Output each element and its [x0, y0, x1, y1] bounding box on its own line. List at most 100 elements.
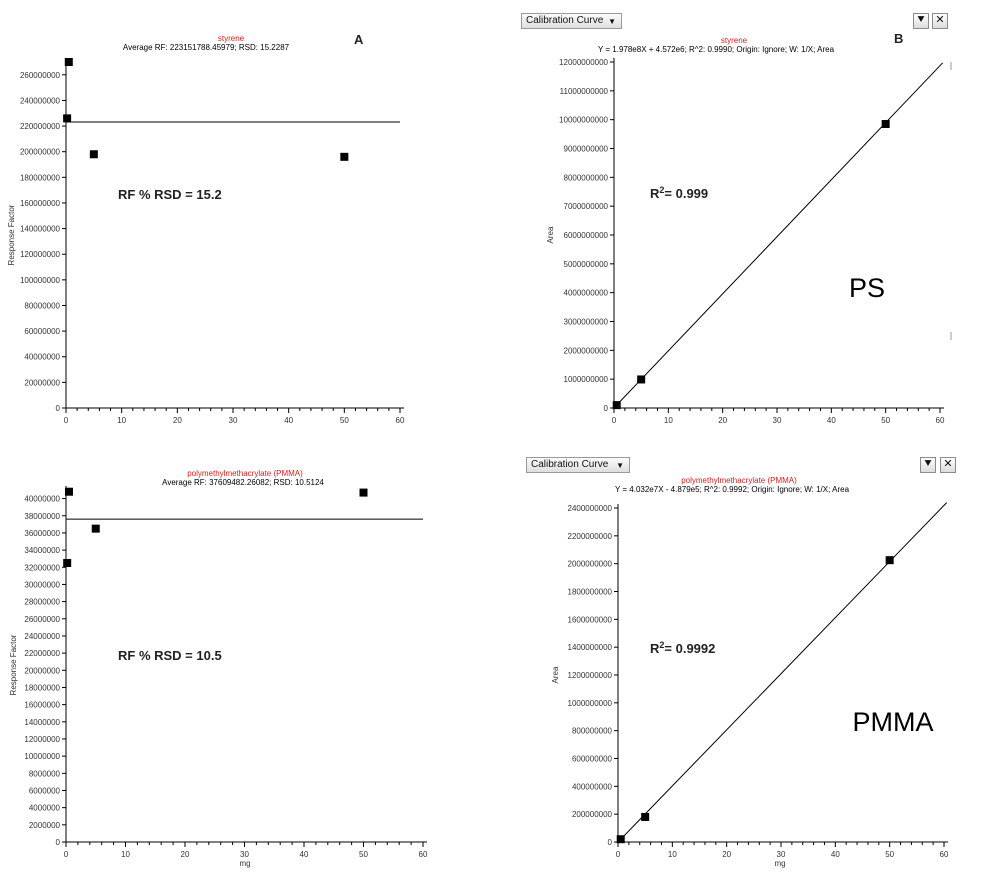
close-icon: ✕ — [935, 14, 945, 26]
y-tick-label: 36000000 — [24, 529, 60, 538]
y-tick-label: 1000000000 — [564, 375, 609, 384]
y-tick-label: 4000000 — [29, 804, 61, 813]
calibration-curve-dropdown-bottom[interactable]: Calibration Curve ▼ — [526, 457, 630, 473]
close-button-bottom[interactable]: ✕ — [940, 457, 956, 473]
y-tick-label: 12000000000 — [559, 58, 608, 67]
y-tick-label: 22000000 — [24, 649, 60, 658]
r-squared-base: R — [650, 186, 660, 201]
x-tick-label: 60 — [940, 850, 949, 859]
chevron-down-icon: ▼ — [608, 17, 616, 26]
x-tick-label: 20 — [718, 416, 727, 425]
dropdown-label: Calibration Curve — [531, 459, 609, 470]
y-tick-label: 140000000 — [20, 225, 61, 234]
y-tick-label: 600000000 — [572, 755, 613, 764]
data-point — [64, 487, 73, 496]
x-tick-label: 30 — [777, 850, 786, 859]
chart-title: styrene — [721, 36, 748, 45]
data-point — [63, 114, 72, 123]
y-tick-label: 60000000 — [24, 327, 60, 336]
x-tick-label: 40 — [300, 850, 309, 859]
data-point — [641, 812, 650, 821]
data-point — [616, 835, 625, 844]
x-tick-label: 20 — [173, 416, 182, 425]
chart-title: styrene — [218, 34, 245, 43]
y-tick-label: 400000000 — [572, 782, 613, 791]
x-tick-label: 50 — [359, 850, 368, 859]
fit-line — [617, 502, 948, 843]
chevron-down-icon: ▼ — [616, 461, 624, 470]
y-tick-label: 1800000000 — [568, 588, 613, 597]
x-tick-label: 10 — [668, 850, 677, 859]
y-tick-label: 18000000 — [24, 683, 60, 692]
chart-subtitle: Average RF: 223151788.45979; RSD: 15.228… — [123, 43, 290, 52]
y-tick-label: 100000000 — [20, 276, 61, 285]
y-axis-label: Response Factor — [9, 634, 18, 695]
polymer-label: PMMA — [853, 707, 934, 737]
y-tick-label: 30000000 — [24, 580, 60, 589]
y-tick-label: 240000000 — [20, 96, 61, 105]
x-tick-label: 0 — [616, 850, 621, 859]
y-tick-label: 800000000 — [572, 727, 613, 736]
x-tick-label: 50 — [885, 850, 894, 859]
y-tick-label: 2400000000 — [568, 504, 613, 513]
y-tick-label: 16000000 — [24, 701, 60, 710]
y-tick-label: 2000000 — [29, 821, 61, 830]
y-tick-label: 9000000000 — [564, 145, 609, 154]
r-squared-value: = 0.999 — [664, 186, 708, 201]
panel-letter: B — [894, 31, 903, 46]
y-tick-label: 220000000 — [20, 122, 61, 131]
data-point — [63, 558, 72, 567]
y-tick-label: 7000000000 — [564, 202, 609, 211]
x-tick-label: 40 — [831, 850, 840, 859]
y-tick-label: 6000000000 — [564, 231, 609, 240]
data-point — [885, 556, 894, 565]
chart-subtitle: Y = 4.032e7X - 4.879e5; R^2: 0.9992; Ori… — [615, 485, 850, 494]
chart-marks — [63, 487, 423, 567]
data-point — [340, 152, 349, 161]
chart-subtitle: Y = 1.978e8X + 4.572e6; R^2: 0.9990; Ori… — [598, 45, 835, 54]
y-tick-label: 0 — [604, 404, 609, 413]
chart-marks — [612, 62, 944, 410]
x-tick-label: 40 — [284, 416, 293, 425]
y-axis-label: Area — [546, 226, 555, 243]
y-tick-label: 12000000 — [24, 735, 60, 744]
y-tick-label: 200000000 — [572, 810, 613, 819]
data-point — [881, 119, 890, 128]
x-axis-label: mg — [239, 859, 250, 868]
chart-marks — [63, 58, 400, 161]
fit-line — [613, 62, 944, 409]
y-tick-label: 8000000 — [29, 769, 61, 778]
y-tick-label: 0 — [608, 838, 613, 847]
data-point — [359, 488, 368, 497]
y-tick-label: 1000000000 — [568, 699, 613, 708]
close-button-top[interactable]: ✕ — [932, 13, 948, 29]
r-squared-value: = 0.9992 — [664, 641, 715, 656]
y-tick-label: 0 — [56, 404, 61, 413]
y-tick-label: 6000000 — [29, 786, 61, 795]
y-tick-label: 1400000000 — [568, 643, 613, 652]
calibration-curve-dropdown-top[interactable]: Calibration Curve ▼ — [521, 13, 622, 29]
y-tick-label: 26000000 — [24, 615, 60, 624]
x-tick-label: 20 — [181, 850, 190, 859]
collapse-button-bottom[interactable]: ⯆ — [920, 457, 936, 473]
data-point — [64, 58, 73, 66]
y-tick-label: 20000000 — [24, 378, 60, 387]
chart-subtitle: Average RF: 37609482.26082; RSD: 10.5124 — [162, 478, 324, 487]
y-axis-label: Response Factor — [7, 204, 16, 265]
y-tick-label: 20000000 — [24, 666, 60, 675]
close-icon: ✕ — [943, 458, 953, 470]
data-point — [91, 524, 100, 533]
chart-C: polymethylmethacrylate (PMMA)Average RF:… — [9, 469, 428, 868]
x-tick-label: 10 — [121, 850, 130, 859]
collapse-icon: ⯆ — [923, 458, 933, 470]
collapse-button-top[interactable]: ⯆ — [913, 13, 929, 29]
x-tick-label: 30 — [773, 416, 782, 425]
dropdown-label: Calibration Curve — [526, 15, 604, 26]
y-tick-label: 34000000 — [24, 546, 60, 555]
r-squared-annotation: R2= 0.9992 — [650, 640, 715, 656]
x-tick-label: 0 — [612, 416, 617, 425]
y-tick-label: 260000000 — [20, 71, 61, 80]
